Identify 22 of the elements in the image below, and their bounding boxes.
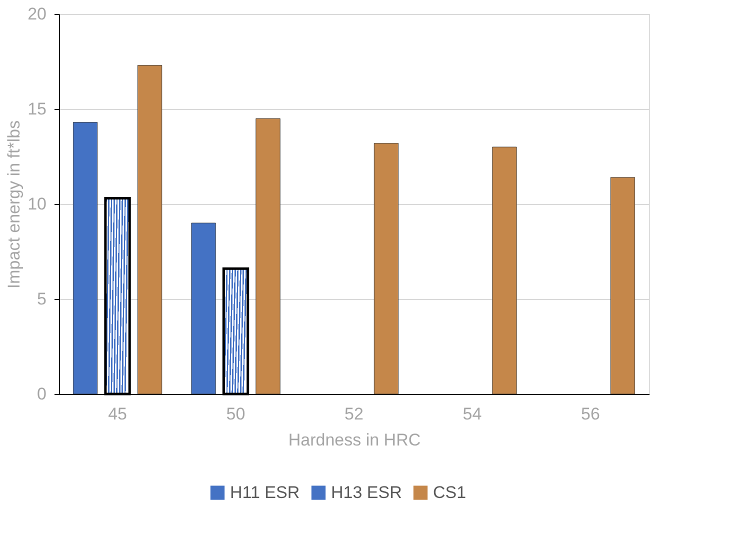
bar [137,65,162,394]
x-tick-label: 45 [108,404,127,424]
y-tick-label: 15 [28,100,46,118]
x-axis-title: Hardness in HRC [288,430,421,450]
bar [72,122,98,394]
bar [374,142,399,394]
bar [191,222,216,394]
legend-label: H13 ESR [331,482,402,502]
bar [610,177,636,394]
bar [492,146,517,394]
legend-label: CS1 [433,482,466,502]
legend-label: H11 ESR [230,482,300,502]
y-axis-title: Impact energy in ft*lbs [4,120,24,289]
x-tick-label: 56 [581,404,600,424]
y-tick-label: 20 [28,4,46,24]
bar [256,118,280,394]
y-tick-label: 10 [28,194,46,214]
y-tick-label: 0 [37,384,46,404]
x-tick-label: 54 [462,404,482,424]
y-tick-label: 5 [37,290,46,308]
x-tick-label: 50 [226,404,246,424]
x-tick-label: 52 [344,404,364,424]
